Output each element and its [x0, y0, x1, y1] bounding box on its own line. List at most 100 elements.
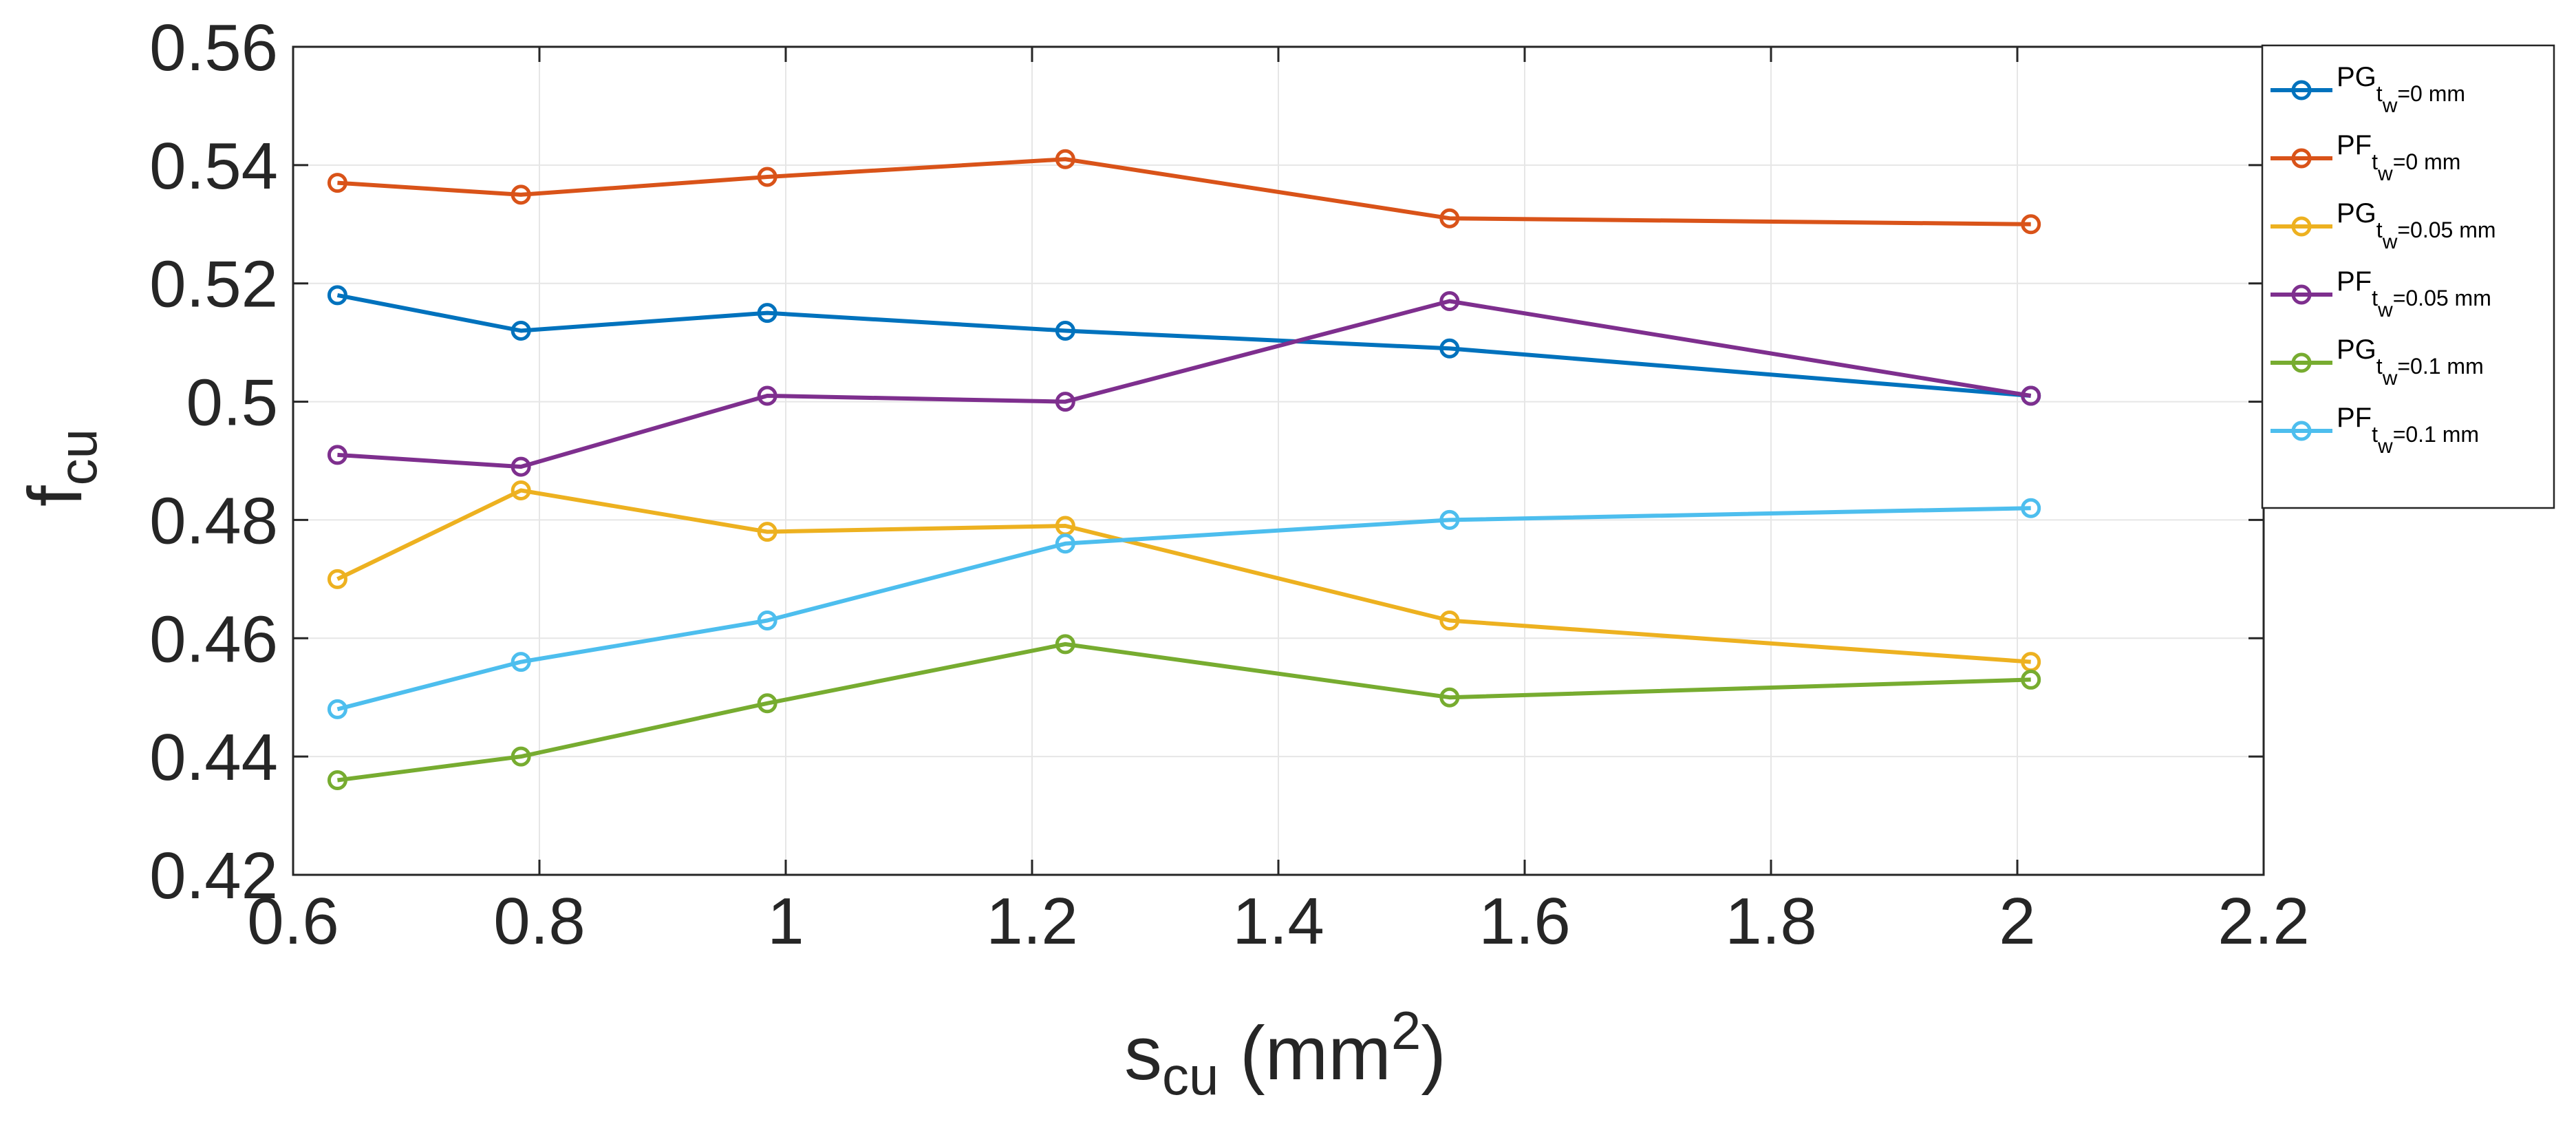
data-point [1055, 634, 1075, 655]
series-4 [327, 634, 2041, 791]
legend-label-sub: t [2372, 422, 2378, 447]
data-point [1055, 533, 1075, 554]
data-point [511, 320, 531, 341]
series-line [336, 293, 2031, 398]
data-point [327, 569, 347, 589]
x-tick-label: 1.4 [1232, 884, 1324, 958]
legend-label-subsub: w [2377, 299, 2393, 321]
legend-label-rest: =0 mm [2397, 81, 2465, 106]
y-tick-label: 0.52 [149, 248, 278, 321]
legend-swatch-marker [2291, 421, 2312, 441]
legend-swatch-marker [2291, 80, 2312, 100]
legend-label-sub: t [2376, 218, 2383, 242]
data-point [511, 652, 531, 672]
legend-label-base: PG [2337, 335, 2376, 365]
legend-label: PFtw=0 mm [2337, 130, 2460, 185]
data-point [757, 611, 777, 631]
data-point [511, 480, 531, 500]
x-tick-label: 0.8 [493, 884, 585, 958]
legend-label-rest: =0.05 mm [2397, 218, 2496, 242]
series-line [337, 641, 2031, 783]
axis-ticks [292, 45, 2265, 876]
x-tick-label: 1.8 [1725, 884, 1816, 958]
legend-label: PGtw=0.05 mm [2337, 198, 2496, 253]
data-point [1439, 290, 1460, 311]
series-line [337, 299, 2032, 469]
legend-label: PFtw=0.05 mm [2337, 266, 2491, 321]
y-tick-label: 0.56 [149, 11, 278, 85]
y-tick-label: 0.48 [149, 484, 278, 558]
y-tick-label: 0.5 [186, 366, 278, 440]
legend-label-sub: t [2376, 81, 2383, 106]
x-tick-label: 1.2 [986, 884, 1077, 958]
legend-label-rest: =0.1 mm [2393, 422, 2479, 447]
data-point [2021, 214, 2041, 235]
series-line [337, 157, 2031, 226]
y-axis-label-base: f [13, 485, 98, 507]
data-point [327, 770, 347, 791]
data-point [327, 445, 347, 465]
y-axis-label: fcu [13, 429, 108, 507]
legend-label-sub: t [2372, 149, 2378, 174]
legend-item: PGtw=0.1 mm [2271, 335, 2484, 390]
legend-label-rest: =0.1 mm [2397, 354, 2483, 379]
grid-lines [292, 46, 2264, 876]
x-axis-label: scu (mm2) [1124, 1000, 1446, 1106]
legend-item: PFtw=0 mm [2271, 130, 2460, 185]
legend-label-subsub: w [2377, 162, 2393, 185]
legend-label-rest: =0 mm [2393, 149, 2461, 174]
data-point [327, 699, 347, 719]
legend-item: PFtw=0.1 mm [2271, 403, 2479, 458]
series-layer [327, 149, 2041, 791]
x-tick-labels: 0.6 0.8 1 1.2 1.4 1.6 1.8 2 2.2 [247, 884, 2309, 958]
y-tick-label: 0.44 [149, 721, 278, 794]
legend-swatch-marker [2291, 216, 2312, 237]
data-point [2021, 669, 2041, 690]
data-point [327, 173, 347, 193]
legend-label-base: PF [2337, 403, 2372, 433]
legend-label-sub: t [2372, 286, 2378, 310]
x-tick-label: 1 [767, 884, 804, 958]
legend-label: PGtw=0 mm [2337, 62, 2465, 117]
series-3 [327, 290, 2041, 477]
y-tick-label: 0.46 [149, 602, 278, 676]
x-axis-label-sup: 2 [1391, 1000, 1421, 1061]
legend-label-base: PF [2337, 130, 2372, 160]
data-point [1055, 320, 1075, 341]
legend-label-subsub: w [2382, 94, 2398, 117]
legend-swatch-marker [2291, 148, 2312, 169]
legend-item: PGtw=0.05 mm [2271, 198, 2496, 253]
data-point [757, 167, 777, 187]
y-tick-labels: 0.42 0.44 0.46 0.48 0.5 0.52 0.54 0.56 [149, 11, 278, 913]
series-line [336, 488, 2031, 664]
series-2 [327, 480, 2041, 672]
data-point [327, 285, 347, 306]
legend-item: PFtw=0.05 mm [2271, 266, 2491, 321]
x-tick-label: 1.6 [1479, 884, 1570, 958]
data-point [757, 522, 777, 542]
x-axis-label-base: s [1124, 1011, 1162, 1096]
x-tick-label: 2.2 [2218, 884, 2309, 958]
x-tick-label: 0.6 [247, 884, 339, 958]
legend-swatch-marker [2291, 352, 2312, 373]
legend-label-base: PF [2337, 266, 2372, 297]
data-point [511, 184, 531, 205]
y-tick-label: 0.42 [149, 839, 278, 913]
series-0 [327, 285, 2041, 406]
data-point [757, 303, 777, 324]
series-line [336, 506, 2031, 712]
x-axis-label-sub: cu [1162, 1046, 1219, 1106]
x-axis-label-close: ) [1421, 1011, 1446, 1096]
x-tick-label: 2 [1999, 884, 2035, 958]
data-point [757, 693, 777, 714]
legend-label-sub: t [2376, 354, 2383, 379]
legend-label: PFtw=0.1 mm [2337, 403, 2479, 458]
legend-label-subsub: w [2377, 435, 2393, 458]
data-point [511, 746, 531, 767]
legend-label-subsub: w [2382, 367, 2398, 390]
legend-label-subsub: w [2382, 231, 2398, 253]
legend-item: PGtw=0 mm [2271, 62, 2465, 117]
